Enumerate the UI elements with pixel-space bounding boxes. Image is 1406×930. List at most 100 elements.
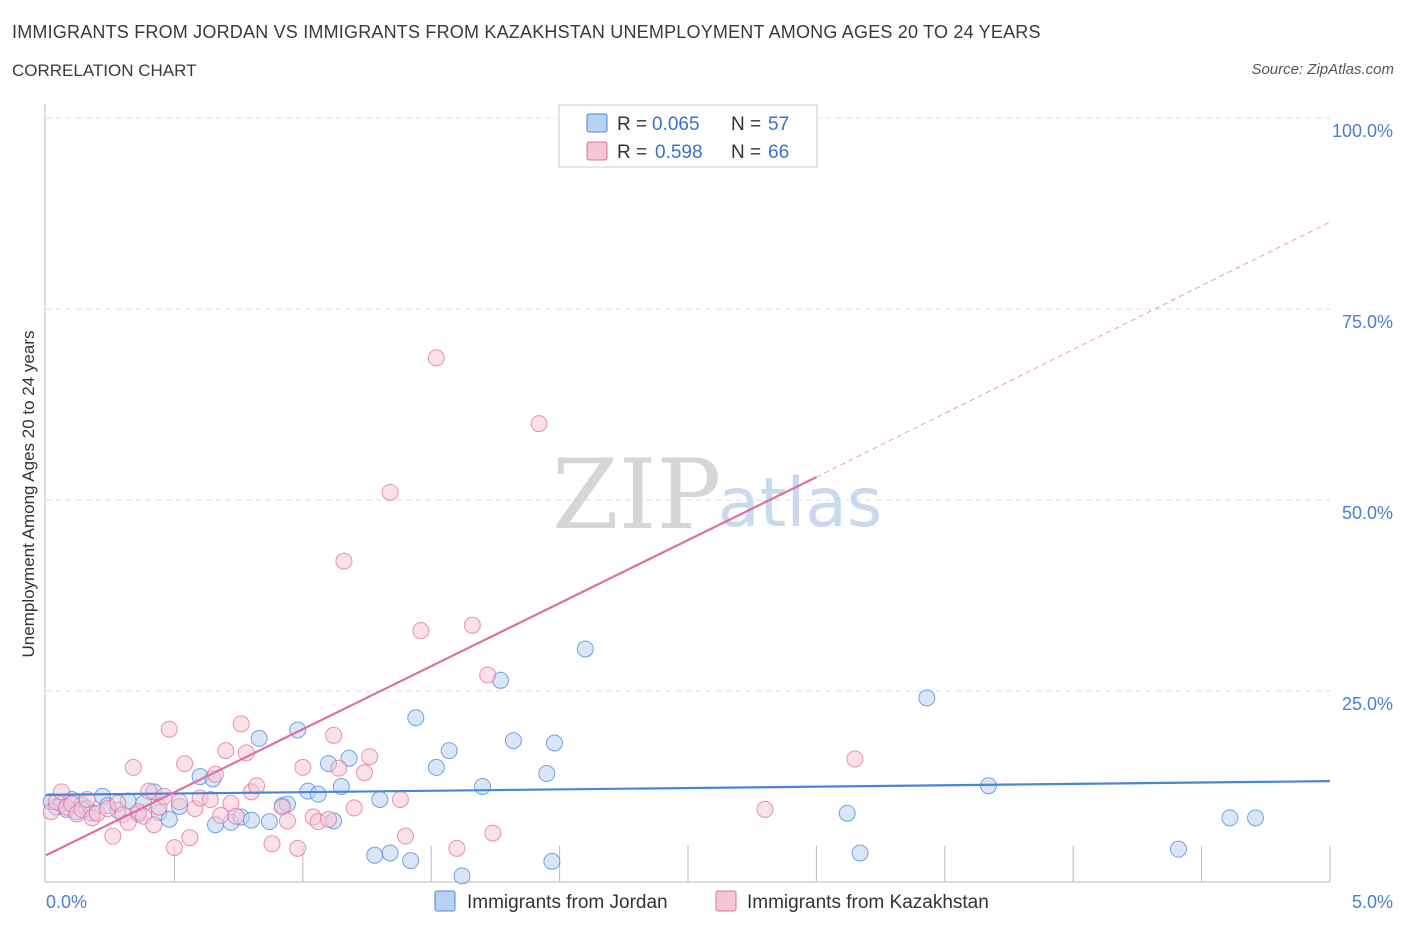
trend-extension-kazakhstan (816, 221, 1331, 478)
point-jordan-36 (366, 846, 384, 864)
point-jordan-24 (242, 811, 260, 829)
point-jordan-57 (1247, 809, 1265, 827)
axes (44, 104, 1331, 883)
legend-n-value-kazakhstan: 66 (768, 142, 789, 163)
legend-n-label-kazakhstan: N = (731, 142, 761, 163)
point-kazakhstan-54 (391, 790, 409, 808)
point-kazakhstan-23 (165, 839, 183, 857)
point-jordan-41 (427, 758, 445, 776)
point-kazakhstan-60 (479, 666, 497, 684)
point-jordan-26 (260, 813, 278, 831)
point-jordan-25 (250, 729, 268, 747)
point-jordan-47 (538, 765, 556, 783)
point-kazakhstan-15 (124, 758, 142, 776)
chart-title: IMMIGRANTS FROM JORDAN VS IMMIGRANTS FRO… (12, 22, 1041, 42)
point-jordan-55 (1169, 840, 1187, 858)
legend-r-label-jordan: R = (617, 114, 647, 135)
point-jordan-46 (504, 732, 522, 750)
bottom-legend-swatch-kazakhstan (715, 890, 737, 912)
y-tick-label-1: 50.0% (1342, 503, 1393, 523)
point-jordan-31 (309, 785, 327, 803)
y-tick-labels: 25.0% 50.0% 75.0% 100.0% (1332, 121, 1393, 714)
point-kazakhstan-65 (756, 800, 774, 818)
bottom-legend-label-kazakhstan: Immigrants from Kazakhstan (747, 892, 989, 913)
legend-swatch-kazakhstan (586, 141, 608, 161)
point-kazakhstan-19 (145, 816, 163, 834)
point-jordan-37 (371, 790, 389, 808)
point-kazakhstan-52 (361, 748, 379, 766)
legend-r-value-kazakhstan: 0.598 (655, 142, 703, 163)
point-kazakhstan-11 (104, 827, 122, 845)
point-jordan-34 (332, 778, 350, 795)
series-jordan-points (42, 640, 1265, 885)
point-jordan-35 (340, 749, 358, 767)
point-kazakhstan-34 (227, 807, 245, 825)
point-kazakhstan-22 (160, 720, 178, 738)
point-kazakhstan-47 (325, 726, 343, 744)
point-jordan-44 (474, 778, 492, 795)
x-tick-label-max: 5.0% (1352, 892, 1393, 912)
point-jordan-52 (851, 844, 869, 862)
point-jordan-43 (453, 867, 471, 885)
x-tick-labels: 0.0% 5.0% (46, 892, 1393, 912)
point-kazakhstan-62 (530, 415, 548, 433)
point-kazakhstan-49 (335, 552, 353, 570)
point-kazakhstan-32 (217, 742, 235, 760)
point-kazakhstan-43 (294, 758, 312, 776)
grid-lines (46, 117, 1330, 692)
point-jordan-49 (545, 734, 563, 752)
y-tick-label-3: 100.0% (1332, 121, 1393, 141)
point-jordan-56 (1221, 809, 1239, 827)
point-kazakhstan-24 (171, 793, 189, 811)
watermark-zip: ZIP (552, 439, 721, 551)
y-tick-label-0: 25.0% (1342, 694, 1393, 714)
point-kazakhstan-50 (345, 799, 363, 817)
legend-swatch-jordan (586, 113, 608, 133)
trend-lines (45, 221, 1331, 857)
legend-r-value-jordan: 0.065 (652, 114, 700, 135)
point-kazakhstan-42 (289, 839, 307, 857)
point-jordan-39 (402, 852, 420, 870)
bottom-legend-label-jordan: Immigrants from Jordan (467, 892, 668, 913)
point-kazakhstan-48 (330, 759, 348, 777)
point-jordan-51 (838, 804, 856, 822)
source-credit: Source: ZipAtlas.com (1251, 61, 1394, 78)
series-legend: Immigrants from Jordan Immigrants from K… (434, 890, 989, 913)
legend-n-value-jordan: 57 (768, 114, 789, 135)
chart-subtitle: CORRELATION CHART (12, 61, 197, 80)
x-tick-label-min: 0.0% (46, 892, 87, 912)
point-jordan-42 (440, 742, 458, 760)
y-axis-title: Unemployment Among Ages 20 to 24 years (19, 331, 38, 658)
point-kazakhstan-25 (176, 755, 194, 773)
point-kazakhstan-55 (397, 827, 415, 845)
point-jordan-17 (160, 810, 178, 828)
series-kazakhstan-points (42, 110, 864, 857)
point-kazakhstan-41 (278, 812, 296, 830)
watermark: ZIP atlas (552, 439, 882, 551)
point-kazakhstan-57 (427, 349, 445, 367)
trend-line-kazakhstan (45, 476, 817, 857)
point-kazakhstan-59 (463, 616, 481, 634)
point-kazakhstan-18 (140, 782, 158, 800)
point-kazakhstan-51 (355, 764, 373, 782)
point-kazakhstan-46 (319, 810, 337, 828)
point-kazakhstan-35 (232, 715, 250, 733)
legend-n-label-jordan: N = (731, 114, 761, 135)
point-kazakhstan-39 (263, 835, 281, 853)
point-kazakhstan-29 (201, 790, 219, 808)
point-jordan-40 (407, 709, 425, 727)
point-kazakhstan-58 (448, 839, 466, 857)
watermark-atlas: atlas (718, 464, 882, 543)
point-kazakhstan-56 (412, 622, 430, 640)
y-tick-label-2: 75.0% (1342, 312, 1393, 332)
point-jordan-50 (576, 640, 594, 658)
point-kazakhstan-26 (181, 829, 199, 847)
point-jordan-48 (543, 852, 561, 870)
legend-r-label-kazakhstan: R = (617, 142, 647, 163)
point-jordan-38 (381, 844, 399, 862)
point-jordan-53 (918, 689, 936, 707)
point-kazakhstan-38 (248, 777, 266, 795)
trend-line-jordan (45, 780, 1331, 797)
point-kazakhstan-64 (846, 750, 864, 768)
